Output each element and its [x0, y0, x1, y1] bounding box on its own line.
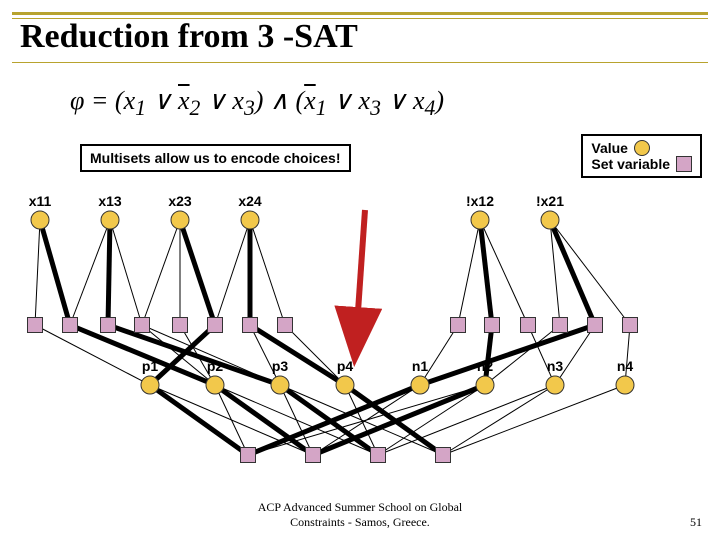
svg-text:n4: n4 — [617, 358, 634, 374]
svg-text:x23: x23 — [168, 193, 192, 209]
legend-setvar: Set variable — [591, 156, 692, 172]
svg-text:x11: x11 — [29, 193, 52, 209]
svg-text:p4: p4 — [337, 358, 354, 374]
title-rule-bottom — [12, 62, 708, 63]
svg-text:p1: p1 — [142, 358, 159, 374]
page-number: 51 — [690, 515, 702, 530]
svg-text:!x12: !x12 — [466, 193, 494, 209]
svg-text:n1: n1 — [412, 358, 429, 374]
svg-text:x13: x13 — [98, 193, 122, 209]
reduction-diagram: x11 x13 x23 x24 !x12 !x21 p1 p2 p3 p4 n1 n2 n3 n4 — [0, 190, 720, 490]
svg-text:p3: p3 — [272, 358, 289, 374]
svg-text:n3: n3 — [547, 358, 564, 374]
legend-box: Value Set variable — [581, 134, 702, 178]
footer-text: ACP Advanced Summer School on GlobalCons… — [0, 500, 720, 530]
svg-text:n2: n2 — [477, 358, 494, 374]
square-icon — [676, 156, 692, 172]
svg-text:p2: p2 — [207, 358, 224, 374]
page-title: Reduction from 3 -SAT — [20, 18, 358, 56]
legend-value: Value — [591, 140, 692, 156]
formula: φ = (x1 ∨ x2 ∨ x3) ∧ (x1 ∨ x3 ∨ x4) — [70, 86, 444, 121]
svg-text:!x21: !x21 — [536, 193, 564, 209]
callout-multisets: Multisets allow us to encode choices! — [80, 144, 351, 172]
svg-text:x24: x24 — [238, 193, 262, 209]
circle-icon — [634, 140, 650, 156]
